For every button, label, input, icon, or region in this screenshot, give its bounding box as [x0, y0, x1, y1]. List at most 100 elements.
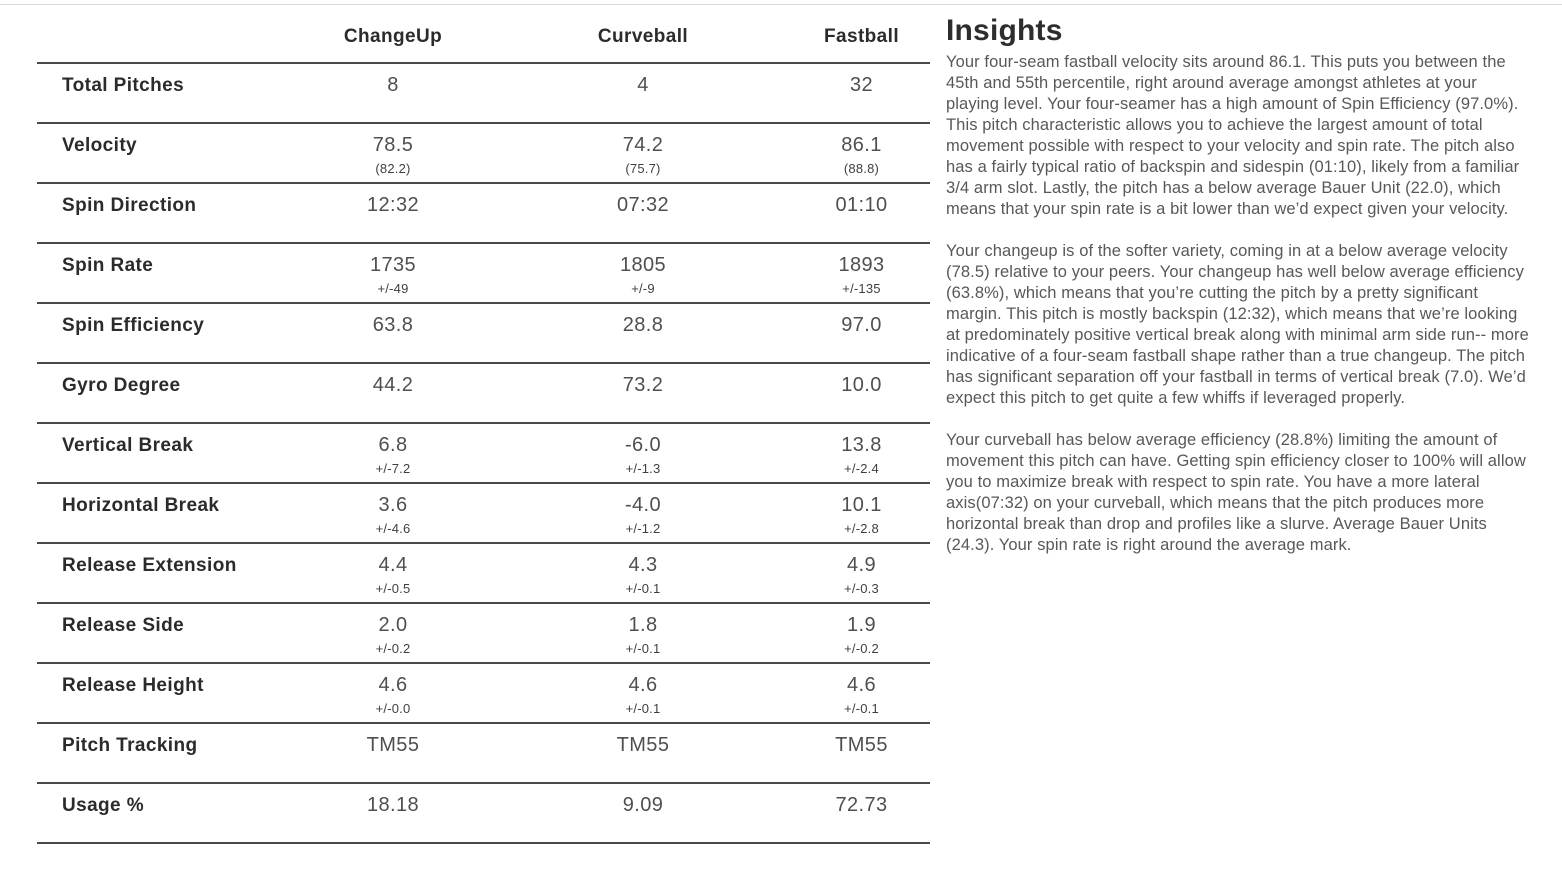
- metric-uncertainty: +/-0.0: [375, 701, 411, 716]
- metric-value: 4: [637, 74, 649, 96]
- row-label: Total Pitches: [62, 75, 185, 96]
- value-cell: 97.0: [767, 304, 930, 362]
- metric-uncertainty: +/-1.3: [625, 461, 661, 476]
- metric-value: 32: [849, 74, 874, 96]
- value-cell: 63.8: [267, 304, 519, 362]
- column-header-changeup: ChangeUp: [343, 26, 443, 47]
- table-row-usage-percent: Usage % 18.18 9.09 72.73: [37, 782, 930, 842]
- table-row-release-side: Release Side 2.0 +/-0.2 1.8 +/-0.1 1.9 +/-0…: [37, 602, 930, 662]
- metric-uncertainty: +/-9: [631, 281, 655, 296]
- metric-value: TM55: [616, 734, 670, 756]
- row-label: Horizontal Break: [62, 495, 220, 516]
- metric-uncertainty: +/-135: [842, 281, 881, 296]
- row-label: Usage %: [62, 795, 145, 816]
- metric-value: 1.8: [628, 614, 658, 636]
- metric-value: 97.0: [841, 314, 882, 336]
- metric-value: 4.4: [378, 554, 408, 576]
- row-label: Spin Direction: [62, 195, 197, 216]
- value-cell: 9.09: [519, 784, 767, 842]
- metric-value: 10.1: [841, 494, 882, 516]
- value-cell: 13.8 +/-2.4: [767, 424, 930, 482]
- column-header-curveball: Curveball: [597, 26, 689, 47]
- metric-value: -4.0: [624, 494, 662, 516]
- value-cell: 2.0 +/-0.2: [267, 604, 519, 662]
- table-row-spin-rate: Spin Rate 1735 +/-49 1805 +/-9 1893 +/-135: [37, 242, 930, 302]
- row-label: Vertical Break: [62, 435, 194, 456]
- metric-value: 4.6: [846, 674, 876, 696]
- table-row-velocity: Velocity 78.5 (82.2) 74.2 (75.7) 86.1 (88.8…: [37, 122, 930, 182]
- table-row-horizontal-break: Horizontal Break 3.6 +/-4.6 -4.0 +/-1.2 10…: [37, 482, 930, 542]
- top-divider: [0, 4, 1562, 5]
- metric-value: 9.09: [622, 794, 664, 816]
- value-cell: 8: [267, 64, 519, 122]
- value-cell: -4.0 +/-1.2: [519, 484, 767, 542]
- metric-uncertainty: +/-2.8: [844, 521, 879, 536]
- metric-value: TM55: [366, 734, 420, 756]
- value-cell: TM55: [767, 724, 930, 782]
- value-cell: 18.18: [267, 784, 519, 842]
- value-cell: 32: [767, 64, 930, 122]
- value-cell: 4.3 +/-0.1: [519, 544, 767, 602]
- metric-value: 28.8: [622, 314, 664, 336]
- insights-paragraph-changeup: Your changeup is of the softer variety, …: [946, 242, 1529, 407]
- value-cell: TM55: [267, 724, 519, 782]
- metric-value: 1.9: [846, 614, 876, 636]
- table-row-release-extension: Release Extension 4.4 +/-0.5 4.3 +/-0.1 4.…: [37, 542, 930, 602]
- insights-panel: Insights Your four-seam fastball velocit…: [946, 14, 1532, 577]
- row-label: Velocity: [62, 135, 138, 156]
- value-cell: 6.8 +/-7.2: [267, 424, 519, 482]
- table-row-spin-direction: Spin Direction 12:32 07:32 01:10: [37, 182, 930, 242]
- value-cell: 44.2: [267, 364, 519, 422]
- table-row-gyro-degree: Gyro Degree 44.2 73.2 10.0: [37, 362, 930, 422]
- table-row-release-height: Release Height 4.6 +/-0.0 4.6 +/-0.1 4.6 +/…: [37, 662, 930, 722]
- pitch-metrics-table: ChangeUp Curveball Fastball Total Pitche…: [37, 0, 930, 844]
- value-cell: 74.2 (75.7): [519, 124, 767, 182]
- metric-uncertainty: +/-0.1: [625, 581, 661, 596]
- value-cell: 78.5 (82.2): [267, 124, 519, 182]
- metric-uncertainty: +/-0.2: [844, 641, 879, 656]
- metric-uncertainty: +/-7.2: [375, 461, 411, 476]
- table-row-vertical-break: Vertical Break 6.8 +/-7.2 -6.0 +/-1.3 13.8…: [37, 422, 930, 482]
- metric-value: 73.2: [622, 374, 664, 396]
- value-cell: 1893 +/-135: [767, 244, 930, 302]
- metric-value: -6.0: [624, 434, 662, 456]
- value-cell: 12:32: [267, 184, 519, 242]
- table-header-row: ChangeUp Curveball Fastball: [37, 0, 930, 62]
- value-cell: 10.0: [767, 364, 930, 422]
- metric-value: 6.8: [378, 434, 408, 456]
- metric-uncertainty: (88.8): [843, 161, 880, 176]
- row-label: Gyro Degree: [62, 375, 181, 396]
- metric-value: 4.6: [628, 674, 658, 696]
- value-cell: 3.6 +/-4.6: [267, 484, 519, 542]
- row-label: Pitch Tracking: [62, 735, 198, 756]
- metric-value: 12:32: [366, 194, 420, 216]
- metric-uncertainty: +/-49: [377, 281, 409, 296]
- metric-value: 13.8: [841, 434, 882, 456]
- metric-uncertainty: (75.7): [625, 161, 661, 176]
- table-row-total-pitches: Total Pitches 8 4 32: [37, 62, 930, 122]
- value-cell: 86.1 (88.8): [767, 124, 930, 182]
- metric-value: 8: [387, 74, 399, 96]
- metric-value: 18.18: [366, 794, 420, 816]
- value-cell: 10.1 +/-2.8: [767, 484, 930, 542]
- value-cell: 72.73: [767, 784, 930, 842]
- metric-value: 4.3: [628, 554, 658, 576]
- value-cell: 07:32: [519, 184, 767, 242]
- metric-value: 01:10: [835, 194, 888, 216]
- value-cell: 4.9 +/-0.3: [767, 544, 930, 602]
- column-header-fastball: Fastball: [824, 26, 899, 47]
- metric-value: 1735: [369, 254, 417, 276]
- metric-uncertainty: +/-1.2: [625, 521, 661, 536]
- value-cell: 4.4 +/-0.5: [267, 544, 519, 602]
- value-cell: 01:10: [767, 184, 930, 242]
- value-cell: 1.8 +/-0.1: [519, 604, 767, 662]
- metric-uncertainty: +/-0.5: [375, 581, 411, 596]
- metric-value: TM55: [835, 734, 888, 756]
- insights-title: Insights: [946, 14, 1063, 47]
- table-row-spin-efficiency: Spin Efficiency 63.8 28.8 97.0: [37, 302, 930, 362]
- value-cell: 4.6 +/-0.1: [519, 664, 767, 722]
- metric-value: 10.0: [841, 374, 882, 396]
- insights-paragraph-curveball: Your curveball has below average efficie…: [946, 431, 1526, 554]
- metric-value: 07:32: [616, 194, 670, 216]
- value-cell: TM55: [519, 724, 767, 782]
